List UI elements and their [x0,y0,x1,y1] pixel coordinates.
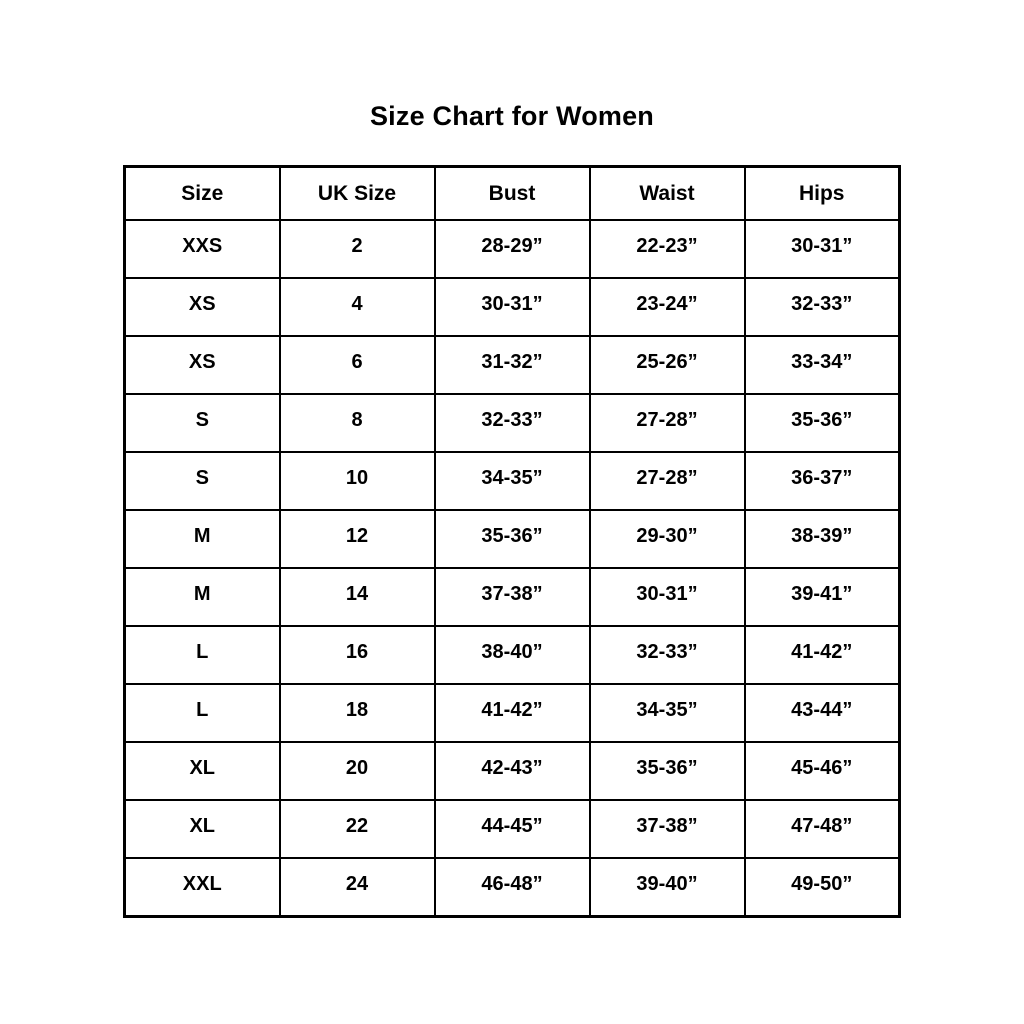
table-cell: 34-35” [433,451,591,511]
table-cell: 38-40” [433,625,591,685]
table-cell: 42-43” [433,741,591,801]
table-row: XS 6 31-32” 25-26” 33-34” [123,335,901,395]
table-cell: 44-45” [433,799,591,859]
table-row: L 18 41-42” 34-35” 43-44” [123,683,901,743]
table-body: XXS 2 28-29” 22-23” 30-31” XS 4 30-31” 23-24” 32-… [123,219,901,918]
table-cell: 22 [278,799,436,859]
table-cell: M [123,567,281,627]
table-cell: XXL [123,857,281,918]
table-cell: 34-35” [588,683,746,743]
table-cell: 23-24” [588,277,746,337]
table-cell: 29-30” [588,509,746,569]
table-cell: 35-36” [588,741,746,801]
table-cell: 8 [278,393,436,453]
table-row: S 8 32-33” 27-28” 35-36” [123,393,901,453]
table-cell: 25-26” [588,335,746,395]
table-row: XXL 24 46-48” 39-40” 49-50” [123,857,901,918]
table-cell: 2 [278,219,436,279]
column-header: UK Size [278,165,436,221]
table-row: XL 22 44-45” 37-38” 47-48” [123,799,901,859]
table-row: S 10 34-35” 27-28” 36-37” [123,451,901,511]
table-cell: 27-28” [588,451,746,511]
page-title: Size Chart for Women [369,101,655,131]
column-header: Size [123,165,281,221]
table-head: Size UK Size Bust Waist Hips [123,165,901,221]
table-cell: 6 [278,335,436,395]
table-cell: 41-42” [743,625,901,685]
table-cell: 14 [278,567,436,627]
column-header: Waist [588,165,746,221]
table-row: XXS 2 28-29” 22-23” 30-31” [123,219,901,279]
table-row: XL 20 42-43” 35-36” 45-46” [123,741,901,801]
table-cell: 32-33” [588,625,746,685]
table-cell: 27-28” [588,393,746,453]
table-cell: XS [123,335,281,395]
table-cell: 43-44” [743,683,901,743]
table-cell: 32-33” [433,393,591,453]
table-cell: 32-33” [743,277,901,337]
table-cell: 33-34” [743,335,901,395]
table-cell: 49-50” [743,857,901,918]
table-cell: L [123,683,281,743]
table-cell: S [123,451,281,511]
table-cell: 46-48” [433,857,591,918]
table-cell: 30-31” [433,277,591,337]
table-row: L 16 38-40” 32-33” 41-42” [123,625,901,685]
table-cell: 41-42” [433,683,591,743]
table-cell: 30-31” [743,219,901,279]
table-cell: 18 [278,683,436,743]
table-cell: XL [123,799,281,859]
table-cell: 35-36” [743,393,901,453]
table-cell: L [123,625,281,685]
table-cell: 45-46” [743,741,901,801]
table-cell: 31-32” [433,335,591,395]
table-cell: 12 [278,509,436,569]
table-cell: 36-37” [743,451,901,511]
table-cell: 37-38” [433,567,591,627]
table-cell: 24 [278,857,436,918]
column-header: Hips [743,165,901,221]
table-cell: 30-31” [588,567,746,627]
table-cell: 37-38” [588,799,746,859]
column-header: Bust [433,165,591,221]
table-cell: XXS [123,219,281,279]
table-cell: 38-39” [743,509,901,569]
size-chart-table: Size UK Size Bust Waist Hips XXS 2 28-29” 22-23… [123,165,901,918]
table-cell: 10 [278,451,436,511]
table-cell: 39-40” [588,857,746,918]
table-cell: 39-41” [743,567,901,627]
table-cell: 28-29” [433,219,591,279]
table-row: XS 4 30-31” 23-24” 32-33” [123,277,901,337]
table-cell: 47-48” [743,799,901,859]
header-row: Size UK Size Bust Waist Hips [123,165,901,221]
table-cell: 16 [278,625,436,685]
table-row: M 14 37-38” 30-31” 39-41” [123,567,901,627]
table-cell: 4 [278,277,436,337]
table-cell: 22-23” [588,219,746,279]
table-cell: 35-36” [433,509,591,569]
table-cell: 20 [278,741,436,801]
table-cell: S [123,393,281,453]
table-cell: XL [123,741,281,801]
table-cell: XS [123,277,281,337]
table-cell: M [123,509,281,569]
table-row: M 12 35-36” 29-30” 38-39” [123,509,901,569]
